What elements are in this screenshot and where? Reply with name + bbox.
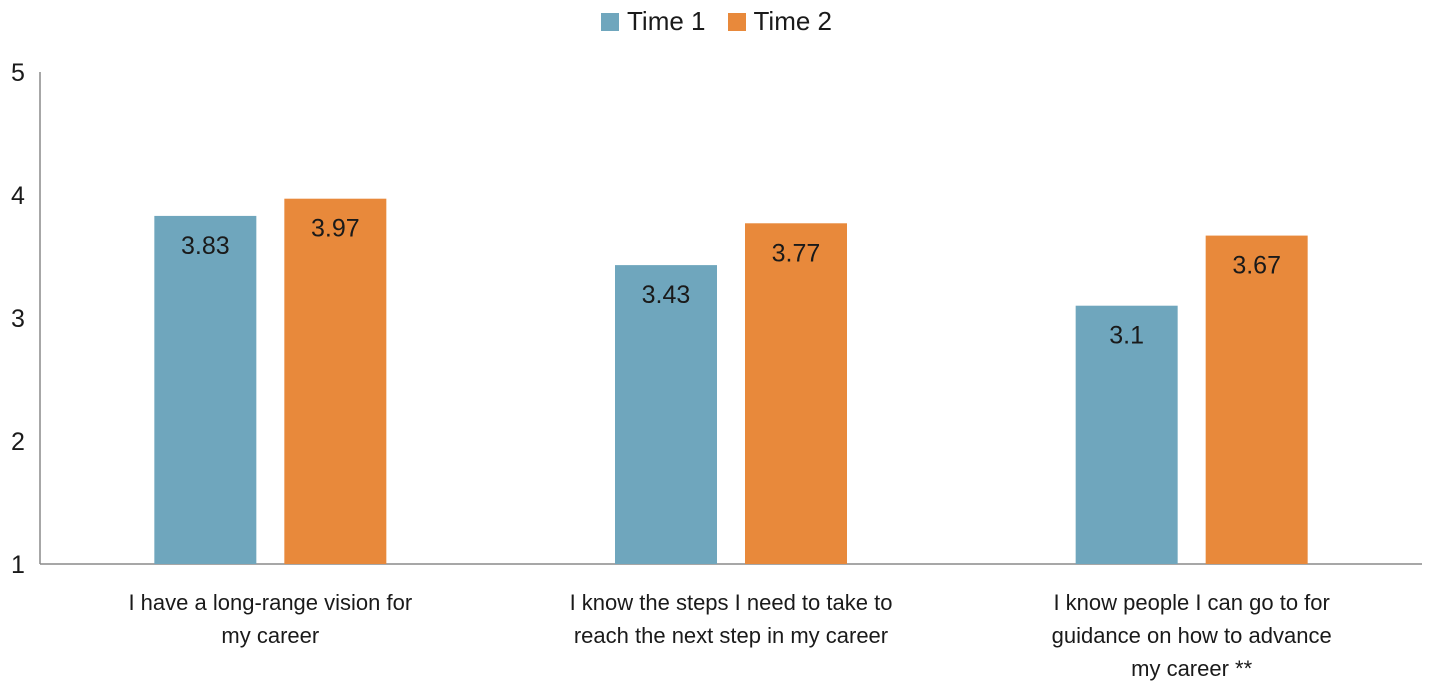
- legend-label-time-1: Time 1: [627, 6, 706, 36]
- legend-label-time-2: Time 2: [753, 6, 833, 36]
- x-tick-label-line: I know the steps I need to take to: [569, 590, 893, 615]
- x-tick-label: I know people I can go to for guidance on…: [1022, 586, 1362, 685]
- x-tick-label-line: my career **: [1131, 656, 1253, 681]
- bar-value-label: 3.1: [1109, 322, 1144, 350]
- bar-2: [745, 223, 847, 565]
- bar-1: [1075, 305, 1178, 564]
- y-tick-label: 3: [11, 305, 25, 333]
- legend-swatch-time-1: [601, 12, 619, 31]
- bar-value-label: 3.97: [311, 215, 360, 243]
- legend-swatch-time-2: [727, 12, 746, 31]
- legend-item-time-1: Time 1: [601, 6, 706, 37]
- y-tick-label: 2: [11, 428, 25, 456]
- y-tick-label: 1: [11, 551, 25, 579]
- x-tick-label-line: I know people I can go to for: [1053, 590, 1330, 615]
- bar-value-label: 3.67: [1232, 252, 1281, 280]
- bar-2: [1205, 235, 1308, 564]
- y-tick-label: 5: [11, 59, 25, 87]
- bar-value-label: 3.83: [181, 232, 230, 260]
- y-tick-label: 4: [11, 182, 25, 210]
- legend: Time 1 Time 2: [0, 6, 1433, 37]
- bar-value-label: 3.43: [642, 281, 691, 309]
- x-tick-label-line: my career: [221, 623, 320, 648]
- bar-1: [615, 265, 717, 564]
- legend-item-time-2: Time 2: [727, 6, 833, 37]
- bar-1: [154, 215, 257, 564]
- x-tick-label-line: guidance on how to advance: [1051, 623, 1332, 648]
- x-tick-label: I know the steps I need to take to reach …: [561, 586, 901, 652]
- bar-value-label: 3.77: [772, 239, 821, 267]
- bar-2: [284, 198, 387, 564]
- x-tick-label: I have a long-range vision for my career: [100, 586, 440, 652]
- x-tick-label-line: I have a long-range vision for: [128, 590, 413, 615]
- x-tick-label-line: reach the next step in my career: [573, 623, 889, 648]
